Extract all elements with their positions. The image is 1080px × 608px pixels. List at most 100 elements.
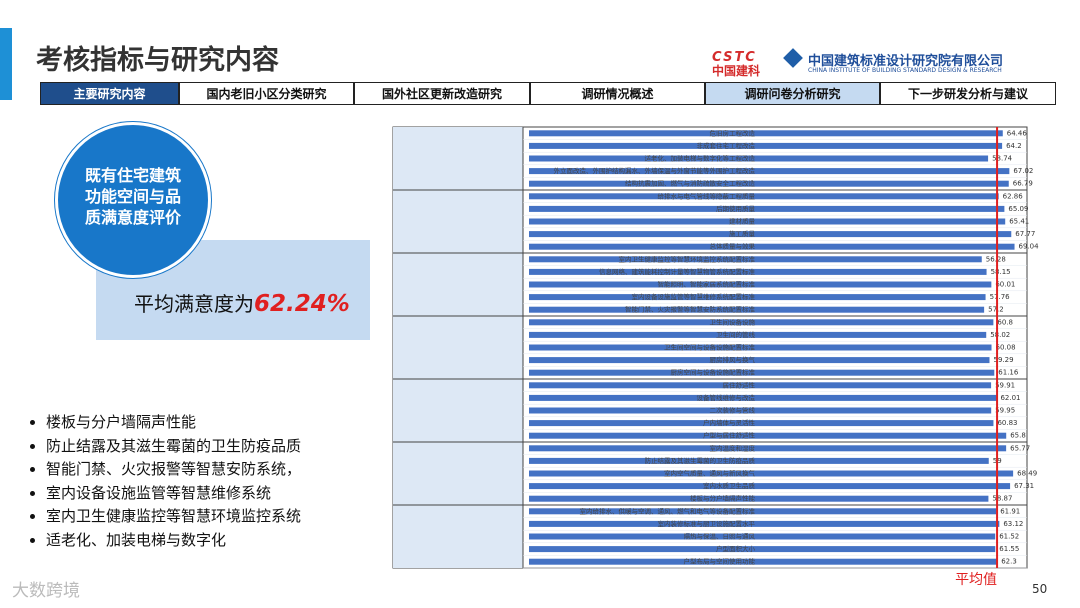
logo-short: 中国建科 <box>712 64 761 78</box>
value-label: 65.77 <box>1010 444 1030 452</box>
bullet: 防止结露及其滋生霉菌的卫生防疫品质 <box>46 435 301 459</box>
value-label: 64.2 <box>1006 142 1022 150</box>
tab[interactable]: 主要研究内容 <box>40 82 179 105</box>
value-label: 57.2 <box>988 306 1004 314</box>
category-label: 给排水与电气管线等隐蔽工程质量 <box>658 191 756 200</box>
value-label: 60.83 <box>997 419 1017 427</box>
value-label: 60.08 <box>996 344 1016 352</box>
bar <box>529 394 997 401</box>
bar <box>529 268 987 275</box>
tab[interactable]: 国内老旧小区分类研究 <box>179 82 354 105</box>
category-label: 室内卫生健康监控等智慧环境监控系统配置标准 <box>619 254 756 263</box>
bar <box>529 130 1003 137</box>
category-label: 防止结露及其滋生霉菌的卫生防疫品质 <box>645 456 756 465</box>
bar <box>529 256 982 263</box>
category-label: 建材质量 <box>729 217 756 226</box>
circle-line: 既有住宅建筑 <box>84 166 181 185</box>
bar <box>529 218 1006 225</box>
tab[interactable]: 国外社区更新改造研究 <box>354 82 530 105</box>
category-label: 隔热与保温、日照与通风 <box>684 532 756 541</box>
group-column <box>393 127 523 568</box>
value-label: 61.52 <box>999 533 1019 541</box>
category-label: 总体质量与效果 <box>710 242 756 251</box>
average-label: 平均满意度为 <box>134 292 254 316</box>
value-label: 59.95 <box>995 407 1015 415</box>
logo-mark: CSTC <box>712 50 757 65</box>
category-label: 二次装修与管线 <box>710 406 756 415</box>
category-label: 居住舒适性 <box>723 380 756 389</box>
value-label: 58.02 <box>990 331 1010 339</box>
value-label: 58.87 <box>992 495 1012 503</box>
value-label: 67.02 <box>1013 167 1033 175</box>
value-label: 68.49 <box>1017 470 1037 478</box>
bar <box>529 546 996 553</box>
bar <box>529 369 995 376</box>
category-label: 楼板与分户墙隔声性能 <box>690 494 756 503</box>
category-label: 室内水质卫生品质 <box>703 481 756 490</box>
tab[interactable]: 下一步研发分析与建议 <box>880 82 1056 105</box>
bullet: 智能门禁、火灾报警等智慧安防系统， <box>46 458 301 482</box>
category-label: 结构抗震加固、燃气与消防疏散安全工程改造 <box>625 179 756 188</box>
average-value: 62.24% <box>254 291 350 317</box>
category-label: 危旧房工程改造 <box>710 128 756 137</box>
bullet: 室内卫生健康监控等智慧环境监控系统 <box>46 505 301 529</box>
average-line-label: 平均值 <box>955 572 997 588</box>
bar <box>529 180 1009 187</box>
value-label: 60.01 <box>995 281 1015 289</box>
bar <box>529 508 997 515</box>
bullet: 楼板与分户墙隔声性能 <box>46 411 301 435</box>
category-label: 外立面改造、外围护结构漏水、外墙保温与外窗节能等外围护工程改造 <box>554 166 756 175</box>
value-label: 61.16 <box>998 369 1019 377</box>
bar <box>529 168 1010 175</box>
value-label: 60.8 <box>997 318 1013 326</box>
tab[interactable]: 调研问卷分析研究 <box>705 82 880 105</box>
category-label: 室内装修标准与厨卫设施配置水平 <box>658 519 756 528</box>
tab[interactable]: 调研情况概述 <box>530 82 705 105</box>
category-label: 智能门禁、火灾报警等智慧安防系统配置标准 <box>625 305 756 314</box>
bar <box>529 445 1007 452</box>
bar <box>529 407 992 414</box>
category-label: 施工质量 <box>729 229 756 238</box>
value-label: 61.91 <box>1000 507 1020 515</box>
bar <box>529 306 985 313</box>
value-label: 67.31 <box>1014 482 1034 490</box>
bar <box>529 520 1000 527</box>
bar <box>529 344 992 351</box>
category-label: 后期使用质量 <box>716 204 756 213</box>
category-label: 适老化、加装电梯与数字化等工程改造 <box>645 154 756 163</box>
category-label: 卫生间的管线 <box>716 330 756 339</box>
value-label: 65.09 <box>1008 205 1028 213</box>
page-number: 50 <box>1032 582 1048 596</box>
logo-english: CHINA INSTITUTE OF BUILDING STANDARD DES… <box>808 67 1002 74</box>
bar <box>529 142 1003 149</box>
value-label: 56.28 <box>986 255 1006 263</box>
title: 考核指标与研究内容 <box>36 45 279 76</box>
bar <box>529 483 1011 490</box>
bar <box>529 243 1015 250</box>
bar <box>529 205 1005 212</box>
value-label: 63.12 <box>1003 520 1023 528</box>
watermark: 大数跨境 <box>12 581 80 601</box>
value-label: 59.29 <box>993 356 1013 364</box>
category-label: 户型与居住舒适性 <box>703 431 756 440</box>
bar <box>529 231 1012 238</box>
category-label: 卫生间空间与设备设施配置标准 <box>664 343 756 352</box>
category-label: 非成套住宅工程改造 <box>697 141 756 150</box>
bar <box>529 193 999 200</box>
circle <box>55 122 211 278</box>
bar <box>529 533 996 540</box>
category-label: 室内设备设施监管等智慧维修系统配置标准 <box>632 292 756 301</box>
bullet-list: 楼板与分户墙隔声性能防止结露及其滋生霉菌的卫生防疫品质智能门禁、火灾报警等智慧安… <box>22 411 301 552</box>
bar <box>529 319 994 326</box>
bar <box>529 382 992 389</box>
category-label: 户内墙体与灵活性 <box>703 418 756 427</box>
bar <box>529 155 989 162</box>
bar <box>529 331 987 338</box>
logo-name: 中国建筑标准设计研究院有限公司 <box>808 54 1004 69</box>
value-label: 62.86 <box>1003 192 1024 200</box>
category-label: 设备管线维修与改造 <box>697 393 756 402</box>
category-label: 厨房排风与换气 <box>710 355 756 364</box>
category-label: 户型面积大小 <box>716 544 756 553</box>
